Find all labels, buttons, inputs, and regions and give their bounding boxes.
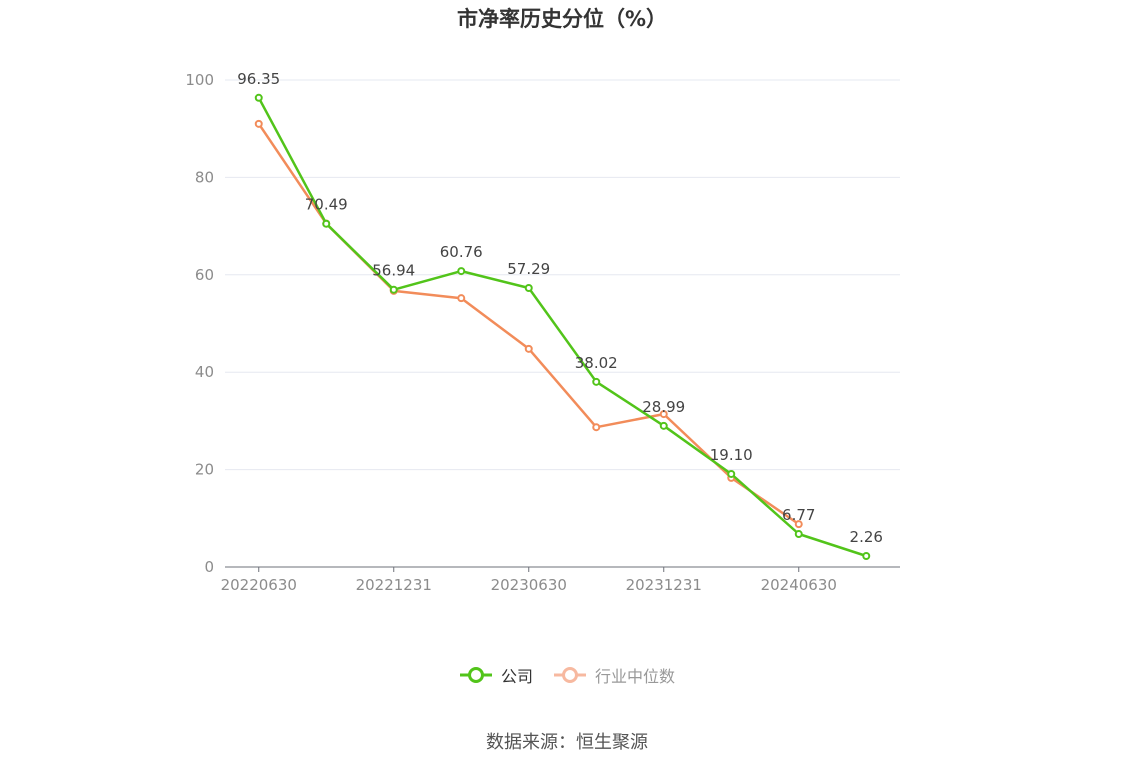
industry-median-data-point: [457, 294, 466, 303]
line-chart: 0 20 40 60 80 100 20220630 20221231 20230630 2023…: [185, 70, 900, 594]
company-data-label: 57.29: [507, 260, 550, 278]
legend-company-marker-icon: [459, 667, 492, 683]
y-tick-label: 0: [204, 558, 214, 576]
company-data-point: [322, 219, 331, 228]
y-tick-label: 20: [195, 461, 214, 479]
company-data-point: [592, 377, 601, 386]
company-data-point: [389, 285, 398, 294]
company-data-point: [254, 93, 263, 102]
legend-industry-marker-icon: [554, 667, 586, 683]
legend-item-industry-median[interactable]: 行业中位数: [553, 663, 675, 687]
industry-median-data-point: [524, 344, 533, 353]
y-tick-label: 80: [195, 168, 214, 186]
company-series-line: [257, 97, 867, 558]
industry-median-data-point: [592, 423, 601, 432]
company-data-label: 2.26: [850, 528, 883, 546]
data-source-note: 数据来源：恒生聚源: [486, 732, 648, 753]
legend-label-industry-median: 行业中位数: [595, 667, 676, 686]
chart-title: 市净率历史分位（%）: [456, 7, 668, 31]
company-data-label: 38.02: [575, 354, 618, 372]
y-tick-label: 60: [195, 266, 214, 284]
company-data-label: 56.94: [372, 262, 415, 280]
industry-median-data-point: [659, 410, 668, 419]
x-tick-label: 20230630: [491, 576, 567, 594]
y-tick-label: 100: [185, 71, 214, 89]
company-data-label: 6.77: [782, 506, 815, 524]
x-tick-label: 20240630: [761, 576, 837, 594]
company-data-point: [524, 283, 533, 292]
company-data-label: 96.35: [237, 70, 280, 88]
legend-label-company: 公司: [500, 667, 533, 686]
company-data-label: 70.49: [305, 196, 348, 214]
y-tick-label: 40: [195, 363, 214, 381]
company-data-point: [862, 551, 871, 560]
company-data-point: [794, 530, 803, 539]
x-tick-label: 20221231: [356, 576, 432, 594]
industry-median-data-point: [794, 520, 803, 529]
chart-legend: 公司 行业中位数: [0, 663, 1134, 687]
company-data-point: [659, 421, 668, 430]
company-data-point: [727, 469, 736, 478]
x-tick-label: 20231231: [626, 576, 702, 594]
company-data-label: 60.76: [440, 243, 483, 261]
industry-median-data-point: [254, 119, 263, 128]
company-data-label: 19.10: [710, 446, 753, 464]
company-data-point: [457, 267, 466, 276]
x-tick-label: 20220630: [221, 576, 297, 594]
company-data-label: 28.99: [642, 398, 685, 416]
legend-item-company[interactable]: 公司: [459, 663, 533, 687]
